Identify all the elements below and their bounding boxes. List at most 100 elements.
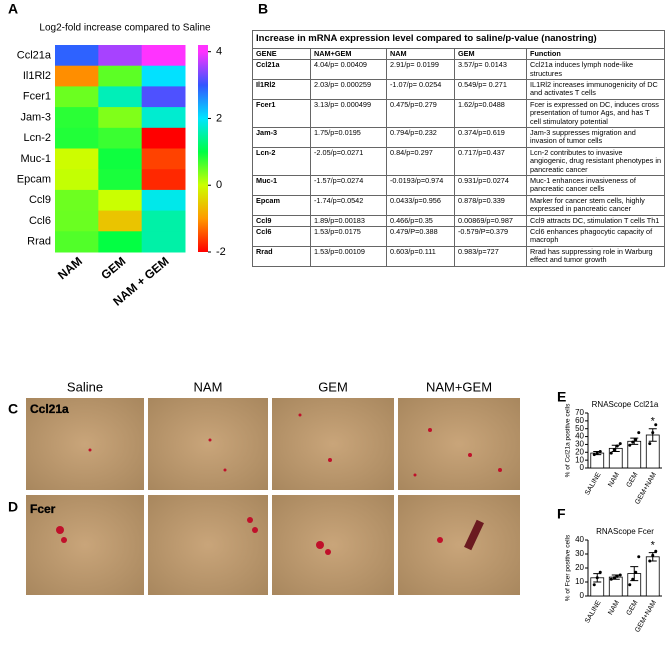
- significance-mark: *: [651, 540, 656, 552]
- data-point: [609, 577, 613, 581]
- gene-cell: Rrad: [252, 245, 311, 267]
- data-point: [634, 438, 638, 442]
- data-point: [592, 583, 596, 587]
- heat-cell: [98, 107, 143, 129]
- data-point: [631, 577, 635, 581]
- table-cell: 3.57/p= 0.0143: [454, 59, 527, 81]
- heat-cell: [55, 169, 99, 191]
- data-point: [595, 451, 599, 455]
- data-point: [651, 553, 655, 557]
- y-axis-label: % of Fcer positive cells: [565, 534, 572, 601]
- table-cell: 0.878/p=0.339: [454, 194, 527, 216]
- row-label: Rrad: [27, 236, 51, 248]
- table-row: Jam-3 1.75/p=0.0195 0.794/p=0.232 0.374/p=0…: [252, 127, 666, 148]
- header-row: GENE NAM+GEM NAM GEM Function: [252, 47, 666, 61]
- panel-label: A: [8, 1, 18, 17]
- table-row: Il1Rl2 2.03/p= 0.000259 -1.07/p= 0.0254 0.5…: [252, 79, 666, 100]
- heat-cell: [98, 169, 143, 191]
- y-tick-label: 50: [575, 424, 584, 433]
- error-bar: [648, 428, 657, 442]
- table-cell: 1.75/p=0.0195: [310, 127, 387, 148]
- data-point: [637, 555, 641, 559]
- table-row: Muc-1 -1.57/p=0.0274 -0.0193/p=0.974 0.931/…: [252, 175, 666, 196]
- gene-cell: Ccl21a: [252, 59, 311, 81]
- table-cell: 0.983/p=727: [454, 245, 527, 267]
- x-tick-label: SALINE: [584, 599, 603, 624]
- data-point: [654, 423, 658, 427]
- x-tick-label: NAM: [607, 599, 621, 616]
- heat-cell: [141, 107, 186, 129]
- table-cell: Muc-1 enhances invasiveness of pancreati…: [525, 175, 666, 196]
- data-point: [615, 444, 619, 448]
- error-bar: [630, 437, 639, 445]
- heat-cell: [98, 231, 143, 253]
- table-cell: 0.479/P=0.388: [386, 225, 455, 247]
- colorbar-tick-label: 2: [216, 112, 222, 124]
- table-row: Ccl6 1.53/p=0.0175 0.479/P=0.388 -0.579/P=0…: [252, 225, 666, 247]
- x-tick-label: GEM: [626, 471, 640, 488]
- row-label: Muc-1: [20, 153, 51, 165]
- image-column-label: NAM: [194, 379, 223, 394]
- y-tick-label: 0: [580, 591, 585, 600]
- data-point: [618, 442, 622, 446]
- data-point: [598, 570, 602, 574]
- micrograph: [148, 495, 268, 595]
- table-head: Increase in mRNA expression level compar…: [251, 30, 666, 61]
- panel-label: C: [8, 401, 18, 417]
- micrograph: [148, 398, 268, 490]
- y-tick-label: 20: [575, 447, 584, 456]
- heat-cell: [55, 86, 99, 108]
- table-cell: -1.57/p=0.0274: [310, 175, 387, 196]
- table-cell: 0.374/p=0.619: [454, 127, 527, 148]
- table-cell: 0.794/p=0.232: [386, 127, 455, 148]
- heat-cell: [55, 231, 99, 253]
- heat-cell: [55, 45, 99, 67]
- error-bar: [611, 574, 620, 580]
- table-row: Epcam -1.74/p=0.0542 0.0433/p=0.956 0.878/p…: [252, 194, 666, 216]
- gene-cell: Jam-3: [252, 127, 311, 148]
- data-point: [612, 576, 616, 580]
- y-axis-label: % of Ccl21a positive cells: [565, 403, 572, 477]
- row-label: Lcn-2: [23, 132, 51, 144]
- heat-cell: [141, 210, 186, 232]
- table-cell: 0.84/p=0.297: [386, 146, 455, 177]
- image-column-label: GEM: [318, 379, 348, 394]
- heat-cell: [98, 210, 143, 232]
- image-column-label: Saline: [67, 379, 103, 394]
- data-point: [628, 583, 632, 587]
- table-row: Rrad 1.53/p=0.00109 0.603/p=0.111 0.983/p=7…: [252, 245, 666, 267]
- table-cell: 0.603/p=0.111: [386, 245, 455, 267]
- data-point: [618, 573, 622, 577]
- stain-dots: [56, 413, 502, 555]
- y-tick-label: 10: [575, 455, 584, 464]
- heat-cell: [55, 127, 99, 149]
- data-point: [595, 576, 599, 580]
- panel-label: E: [557, 389, 566, 405]
- chart-title: Log2-fold increase compared to Saline: [39, 23, 211, 34]
- data-point: [654, 549, 658, 553]
- heat-cell: [98, 65, 143, 87]
- y-tick-label: 10: [575, 577, 584, 586]
- heat-cell: [141, 231, 186, 253]
- table-cell: 0.00869/p=0.987: [454, 214, 527, 227]
- image-row-label: Fcer: [30, 502, 56, 516]
- table-cell: 0.0433/p=0.956: [386, 194, 455, 216]
- table-cell: 3.13/p= 0.000499: [310, 98, 387, 129]
- heat-cell: [141, 65, 186, 87]
- microscopy-panels: [26, 398, 520, 595]
- column-header: GENE: [252, 47, 311, 61]
- heat-cell: [55, 189, 99, 212]
- micrograph: [398, 398, 520, 490]
- data-table: Increase in mRNA expression level compar…: [251, 30, 666, 267]
- table-cell: Jam-3 suppresses migration and invasion …: [525, 127, 666, 148]
- column-header: NAM+GEM: [310, 47, 387, 61]
- x-tick-label: GEM: [626, 599, 640, 616]
- column-label: GEM: [98, 254, 128, 282]
- data-point: [651, 431, 655, 435]
- significance-mark: *: [651, 416, 656, 428]
- gene-cell: Epcam: [252, 194, 311, 216]
- gene-cell: Ccl9: [252, 214, 311, 227]
- table-cell: Lcn-2 contributes to invasive angiogenic…: [525, 146, 666, 177]
- heat-cell: [141, 127, 186, 149]
- data-point: [628, 443, 632, 447]
